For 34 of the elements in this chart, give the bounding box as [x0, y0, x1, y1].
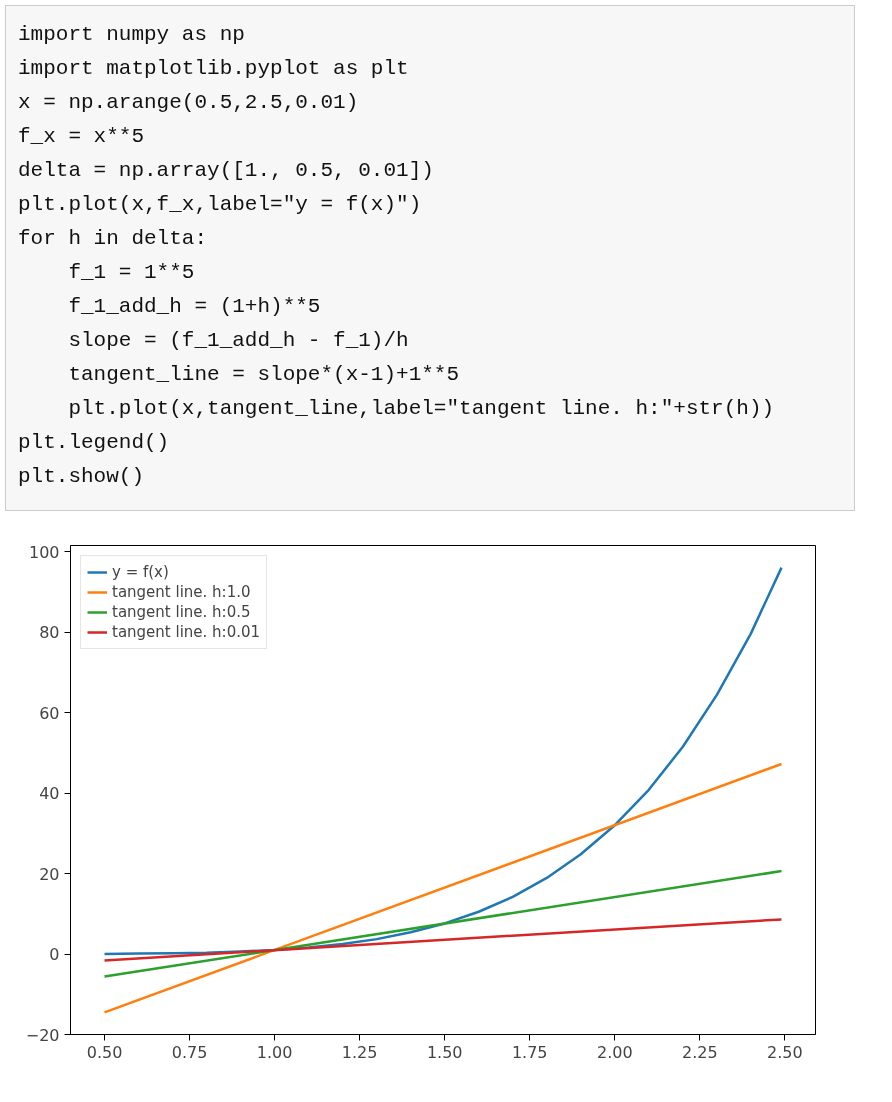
text: plt.plot(x,tangent_line,label="tangent line. h:"+str(h)) — [67, 396, 776, 422]
legend-label: y = f(x) — [112, 563, 169, 581]
text: plt.plot(x,f_x,label="y = f(x)") — [18, 192, 423, 218]
text: for h in delta: — [18, 226, 209, 252]
x-tick-label: 0.50 — [86, 1042, 123, 1062]
text: plt.legend() — [18, 430, 171, 456]
text: f_1 = 1**5 — [67, 260, 196, 286]
x-tick-label: 2.50 — [767, 1042, 803, 1062]
text: plt.show() — [18, 464, 146, 490]
y-tick-label: −20 — [25, 1025, 60, 1045]
x-tick-label: 1.50 — [426, 1042, 463, 1062]
x-tick-label: 1.25 — [341, 1042, 378, 1062]
text: f_1_add_h = (1+h)**5 — [67, 294, 322, 320]
y-tick-label: 20 — [39, 864, 60, 884]
y-tick-label: 100 — [28, 542, 60, 562]
text: slope = (f_1_add_h - f_1)/h — [67, 328, 410, 354]
y-tick-label: 0 — [49, 945, 60, 965]
legend-label: tangent line. h:0.01 — [112, 623, 261, 641]
x-tick-label: 2.25 — [682, 1042, 718, 1062]
text: f_x = x**5 — [18, 124, 146, 150]
x-tick-label: 1.75 — [511, 1042, 548, 1062]
y-tick-label: 40 — [39, 784, 60, 804]
legend-label: tangent line. h:0.5 — [112, 603, 251, 621]
text: tangent_line = slope*(x-1)+1**5 — [67, 362, 461, 388]
x-tick-label: 1.00 — [256, 1042, 293, 1062]
y-tick-label: 60 — [39, 703, 60, 723]
text: import matplotlib.pyplot as plt — [18, 56, 410, 82]
text: delta = np.array([1., 0.5, 0.01]) — [18, 158, 435, 184]
text: import numpy as np — [18, 22, 246, 48]
legend-label: tangent line. h:1.0 — [112, 583, 251, 601]
y-tick-label: 80 — [39, 623, 60, 643]
x-tick-label: 2.00 — [596, 1042, 633, 1062]
text: x = np.arange(0.5,2.5,0.01) — [18, 90, 360, 116]
x-tick-label: 0.75 — [171, 1042, 208, 1062]
